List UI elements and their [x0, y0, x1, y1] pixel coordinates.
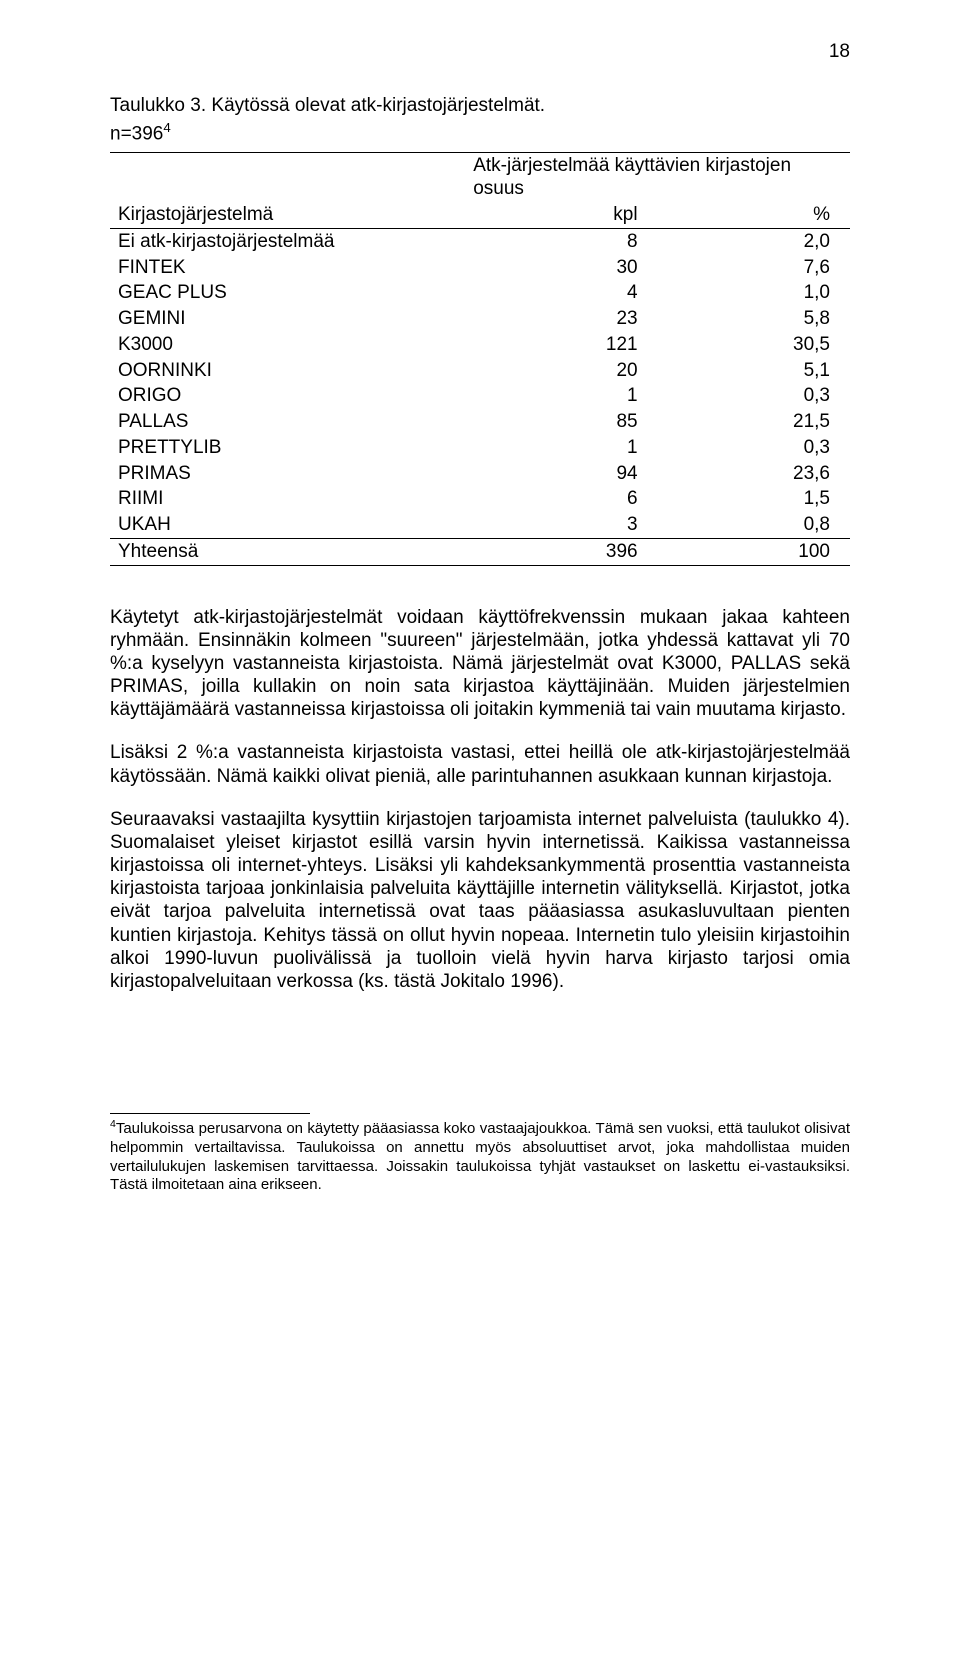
header-empty [110, 152, 465, 202]
total-kpl: 396 [465, 538, 657, 565]
row-label: UKAH [110, 512, 465, 538]
row-pct: 1,0 [658, 280, 850, 306]
table-row: PRIMAS9423,6 [110, 461, 850, 487]
row-label: ORIGO [110, 383, 465, 409]
row-kpl: 4 [465, 280, 657, 306]
footnote-text: Taulukoissa perusarvona on käytetty pääa… [110, 1120, 850, 1193]
row-kpl: 85 [465, 409, 657, 435]
row-kpl: 23 [465, 306, 657, 332]
table-row: PALLAS8521,5 [110, 409, 850, 435]
table-row: GEMINI235,8 [110, 306, 850, 332]
table-body: Ei atk-kirjastojärjestelmää82,0FINTEK307… [110, 228, 850, 538]
paragraph-2: Lisäksi 2 %:a vastanneista kirjastoista … [110, 741, 850, 787]
row-pct: 5,1 [658, 358, 850, 384]
row-kpl: 1 [465, 435, 657, 461]
row-kpl: 94 [465, 461, 657, 487]
footnote: 4Taulukoissa perusarvona on käytetty pää… [110, 1118, 850, 1195]
table-row: K300012130,5 [110, 332, 850, 358]
row-pct: 30,5 [658, 332, 850, 358]
table-row: PRETTYLIB10,3 [110, 435, 850, 461]
row-label: GEMINI [110, 306, 465, 332]
row-kpl: 1 [465, 383, 657, 409]
row-label: GEAC PLUS [110, 280, 465, 306]
row-kpl: 20 [465, 358, 657, 384]
table-row: GEAC PLUS41,0 [110, 280, 850, 306]
row-label: Ei atk-kirjastojärjestelmää [110, 228, 465, 254]
row-label: OORNINKI [110, 358, 465, 384]
table-row: RIIMI61,5 [110, 486, 850, 512]
table-row: Ei atk-kirjastojärjestelmää82,0 [110, 228, 850, 254]
row-label: PRIMAS [110, 461, 465, 487]
table-row: OORNINKI205,1 [110, 358, 850, 384]
row-kpl: 121 [465, 332, 657, 358]
row-label: FINTEK [110, 255, 465, 281]
row-label: RIIMI [110, 486, 465, 512]
paragraph-3: Seuraavaksi vastaajilta kysyttiin kirjas… [110, 808, 850, 993]
row-kpl: 8 [465, 228, 657, 254]
table-header-row: Atk-järjestelmää käyttävien kirjastojen … [110, 152, 850, 202]
table-row: FINTEK307,6 [110, 255, 850, 281]
data-table: Atk-järjestelmää käyttävien kirjastojen … [110, 152, 850, 566]
row-kpl: 30 [465, 255, 657, 281]
table-n: n=3964 [110, 120, 850, 146]
total-pct: 100 [658, 538, 850, 565]
row-label: PRETTYLIB [110, 435, 465, 461]
col-label: Kirjastojärjestelmä [110, 202, 465, 228]
row-label: PALLAS [110, 409, 465, 435]
n-label: n=396 [110, 123, 163, 144]
total-label: Yhteensä [110, 538, 465, 565]
row-pct: 2,0 [658, 228, 850, 254]
row-pct: 21,5 [658, 409, 850, 435]
n-sup: 4 [163, 120, 170, 135]
row-kpl: 6 [465, 486, 657, 512]
table-row: UKAH30,8 [110, 512, 850, 538]
col-pct: % [658, 202, 850, 228]
page-number: 18 [110, 40, 850, 64]
row-pct: 23,6 [658, 461, 850, 487]
row-pct: 0,3 [658, 383, 850, 409]
row-pct: 0,3 [658, 435, 850, 461]
col-kpl: kpl [465, 202, 657, 228]
footnote-separator [110, 1113, 310, 1114]
table-subheader-row: Kirjastojärjestelmä kpl % [110, 202, 850, 228]
row-kpl: 3 [465, 512, 657, 538]
row-pct: 1,5 [658, 486, 850, 512]
row-pct: 0,8 [658, 512, 850, 538]
document-page: 18 Taulukko 3. Käytössä olevat atk-kirja… [0, 0, 960, 1255]
table-row: ORIGO10,3 [110, 383, 850, 409]
table-caption: Taulukko 3. Käytössä olevat atk-kirjasto… [110, 94, 850, 118]
row-pct: 5,8 [658, 306, 850, 332]
table-total-row: Yhteensä 396 100 [110, 538, 850, 565]
row-pct: 7,6 [658, 255, 850, 281]
row-label: K3000 [110, 332, 465, 358]
header-span: Atk-järjestelmää käyttävien kirjastojen … [465, 152, 850, 202]
paragraph-1: Käytetyt atk-kirjastojärjestelmät voidaa… [110, 606, 850, 722]
